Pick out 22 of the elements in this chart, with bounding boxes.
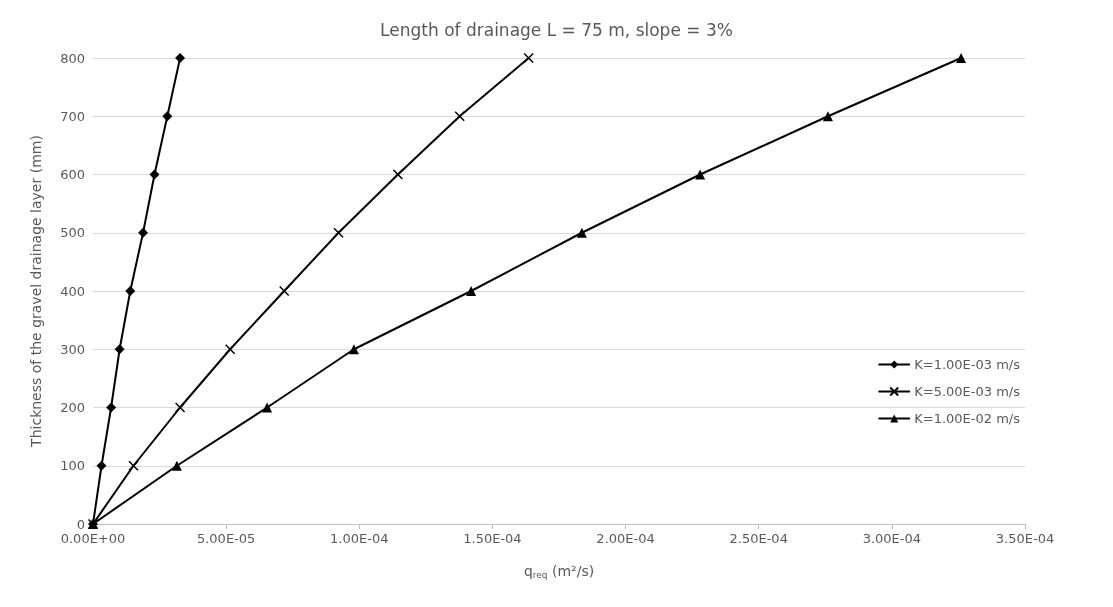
y-tick-label: 200 bbox=[60, 400, 85, 415]
legend-label: K=1.00E-02 m/s bbox=[914, 411, 1021, 426]
y-tick-label: 400 bbox=[60, 283, 85, 299]
x-tick-label: 0.00E+00 bbox=[60, 531, 126, 546]
x-tick-label: 3.50E-04 bbox=[995, 531, 1055, 546]
x-tick-label: 5.00E-05 bbox=[196, 531, 256, 546]
legend-label: K=5.00E-03 m/s bbox=[914, 384, 1021, 399]
y-tick-label: 0 bbox=[76, 516, 85, 532]
legend-label: K=1.00E-03 m/s bbox=[914, 357, 1021, 372]
x-tick-label: 2.50E-04 bbox=[729, 531, 788, 546]
x-tick-label: 3.00E-04 bbox=[862, 531, 922, 546]
y-tick-label: 600 bbox=[60, 167, 85, 182]
y-tick-label: 500 bbox=[60, 225, 85, 241]
y-tick-label: 800 bbox=[60, 50, 85, 66]
y-tick-label: 100 bbox=[60, 458, 85, 474]
y-tick-label: 300 bbox=[60, 341, 85, 357]
x-tick-label: 1.50E-04 bbox=[463, 531, 522, 546]
x-tick-label: 2.00E-04 bbox=[596, 531, 655, 546]
chart-title: Length of drainage L = 75 m, slope = 3% bbox=[380, 19, 733, 40]
x-tick-label: 1.00E-04 bbox=[330, 531, 389, 546]
y-tick-label: 700 bbox=[60, 108, 85, 124]
y-axis-title: Thickness of the gravel drainage layer (mm) bbox=[28, 135, 44, 448]
